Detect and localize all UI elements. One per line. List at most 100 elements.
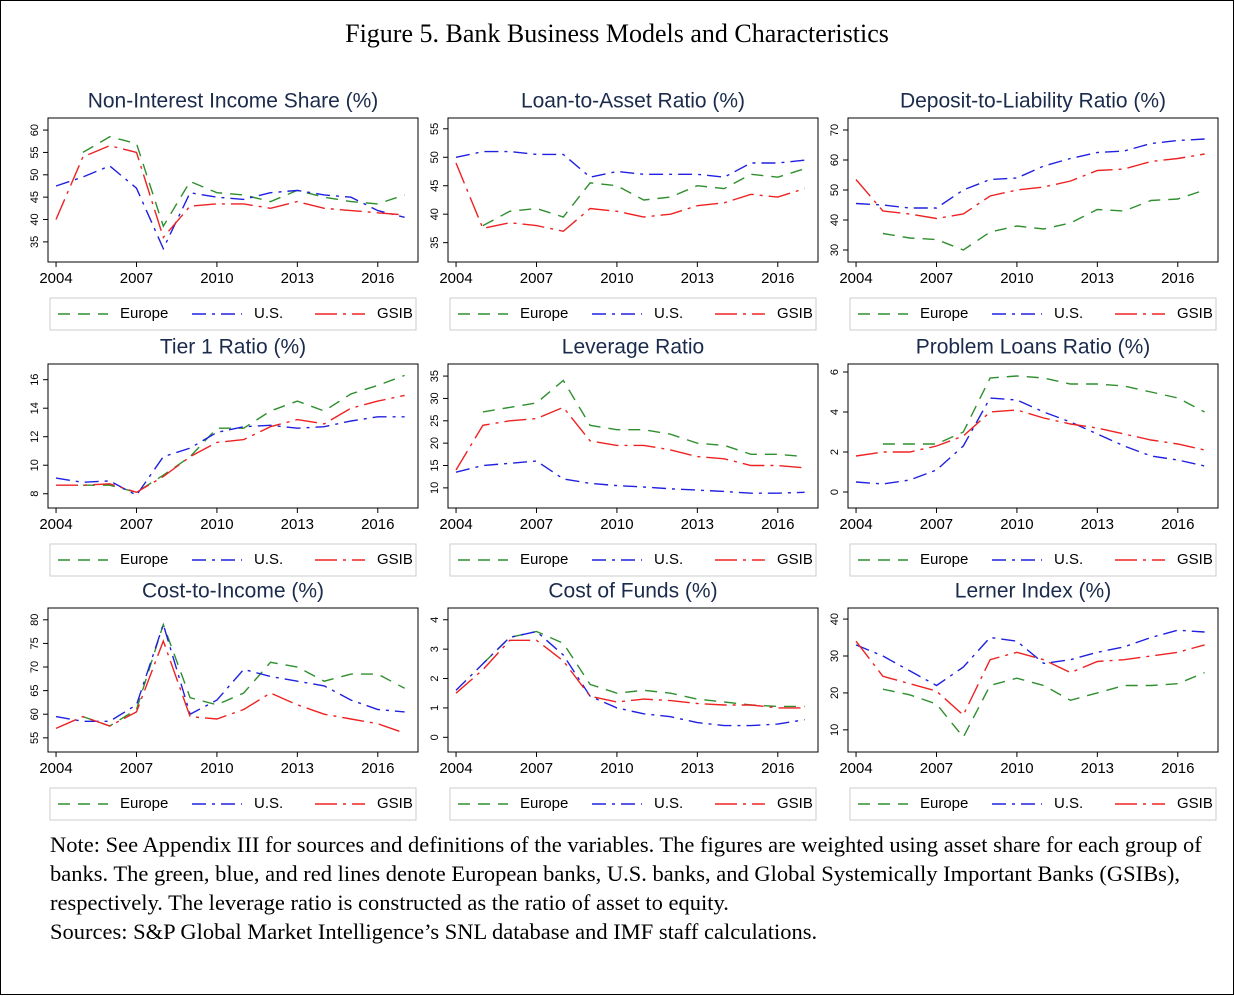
- legend-label: U.S.: [1054, 305, 1083, 322]
- x-tick-label: 2013: [281, 516, 314, 533]
- series-line: [56, 394, 405, 494]
- y-tick-label: 75: [29, 637, 41, 649]
- figure-title: Figure 5. Bank Business Models and Chara…: [345, 19, 889, 48]
- series-line: [482, 168, 805, 227]
- panel-title: Deposit-to-Liability Ratio (%): [900, 90, 1166, 113]
- y-tick-label: 0: [829, 489, 841, 495]
- x-tick-label: 2007: [120, 760, 153, 777]
- x-tick-label: 2010: [200, 760, 233, 777]
- y-tick-label: 4: [429, 617, 441, 623]
- panel-title: Problem Loans Ratio (%): [916, 336, 1151, 359]
- series-line: [455, 460, 805, 494]
- x-tick-label: 2013: [281, 270, 314, 287]
- y-tick-label: 4: [829, 409, 841, 415]
- x-tick-label: 2007: [120, 516, 153, 533]
- series-line: [855, 409, 1205, 457]
- y-tick-label: 50: [429, 151, 441, 163]
- x-tick-label: 2004: [839, 516, 872, 533]
- y-tick-label: 60: [29, 124, 41, 136]
- note: Note: See Appendix III for sources and d…: [50, 832, 1202, 915]
- x-tick-label: 2016: [361, 270, 394, 287]
- x-tick-label: 2016: [361, 760, 394, 777]
- series-line: [855, 397, 1205, 485]
- y-tick-label: 80: [29, 614, 41, 626]
- x-tick-label: 2007: [920, 760, 953, 777]
- plot-frame: [847, 363, 1219, 509]
- plot-frame: [447, 607, 819, 753]
- y-tick-label: 60: [29, 708, 41, 720]
- x-tick-label: 2004: [439, 760, 472, 777]
- panel-title: Cost of Funds (%): [548, 580, 717, 603]
- legend-box: [849, 787, 1217, 821]
- x-tick-label: 2004: [839, 270, 872, 287]
- series-line: [482, 630, 805, 708]
- y-tick-label: 1: [429, 705, 441, 711]
- legend-label: GSIB: [1177, 551, 1213, 568]
- y-tick-label: 40: [829, 613, 841, 625]
- legend-label: Europe: [120, 795, 168, 812]
- x-tick-label: 2007: [520, 516, 553, 533]
- series-line: [855, 153, 1205, 220]
- x-tick-label: 2007: [120, 270, 153, 287]
- panel-title: Leverage Ratio: [562, 336, 704, 359]
- legend-label: GSIB: [377, 305, 413, 322]
- plot-frame: [47, 363, 419, 509]
- y-tick-label: 55: [29, 146, 41, 158]
- y-tick-label: 30: [429, 392, 441, 404]
- legend-label: Europe: [120, 305, 168, 322]
- y-tick-label: 10: [829, 724, 841, 736]
- y-tick-label: 12: [29, 431, 41, 443]
- legend-box: [849, 297, 1217, 331]
- x-tick-label: 2016: [1161, 270, 1194, 287]
- x-tick-label: 2004: [39, 760, 72, 777]
- legend-label: Europe: [520, 795, 568, 812]
- legend-box: [49, 297, 417, 331]
- x-tick-label: 2016: [1161, 516, 1194, 533]
- legend-label: GSIB: [377, 795, 413, 812]
- series-line: [55, 165, 405, 251]
- x-tick-label: 2004: [39, 270, 72, 287]
- x-tick-label: 2016: [361, 516, 394, 533]
- y-tick-label: 8: [29, 491, 41, 497]
- x-tick-label: 2013: [1081, 270, 1114, 287]
- legend-label: U.S.: [654, 795, 683, 812]
- plot-frame: [447, 363, 819, 509]
- x-tick-label: 2013: [681, 270, 714, 287]
- panel-title: Tier 1 Ratio (%): [160, 336, 306, 359]
- panel-title: Non-Interest Income Share (%): [88, 90, 379, 113]
- series-line: [82, 136, 405, 228]
- series-line: [455, 639, 805, 709]
- y-tick-label: 40: [29, 213, 41, 225]
- y-tick-label: 50: [829, 184, 841, 196]
- legend-box: [449, 297, 817, 331]
- legend-label: U.S.: [254, 305, 283, 322]
- y-tick-label: 10: [29, 459, 41, 471]
- plot-frame: [47, 607, 419, 753]
- series-line: [455, 150, 805, 178]
- legend-label: U.S.: [254, 551, 283, 568]
- y-tick-label: 20: [829, 687, 841, 699]
- y-tick-label: 70: [29, 661, 41, 673]
- series-line: [455, 630, 805, 727]
- x-tick-label: 2010: [1000, 760, 1033, 777]
- x-tick-label: 2010: [600, 760, 633, 777]
- legend-label: Europe: [920, 551, 968, 568]
- x-tick-label: 2016: [761, 760, 794, 777]
- series-line: [855, 640, 1205, 717]
- legend-label: GSIB: [777, 551, 813, 568]
- x-tick-label: 2007: [920, 516, 953, 533]
- x-tick-label: 2013: [1081, 760, 1114, 777]
- y-tick-label: 2: [829, 449, 841, 455]
- series-line: [882, 375, 1205, 445]
- y-tick-label: 45: [29, 191, 41, 203]
- legend-label: GSIB: [777, 305, 813, 322]
- legend-box: [449, 543, 817, 577]
- series-line: [455, 162, 805, 233]
- legend-label: GSIB: [1177, 305, 1213, 322]
- series-line: [55, 416, 405, 497]
- y-tick-label: 60: [829, 154, 841, 166]
- series-line: [855, 138, 1205, 209]
- legend-label: Europe: [520, 551, 568, 568]
- series-line: [55, 144, 405, 239]
- series-line: [55, 638, 405, 734]
